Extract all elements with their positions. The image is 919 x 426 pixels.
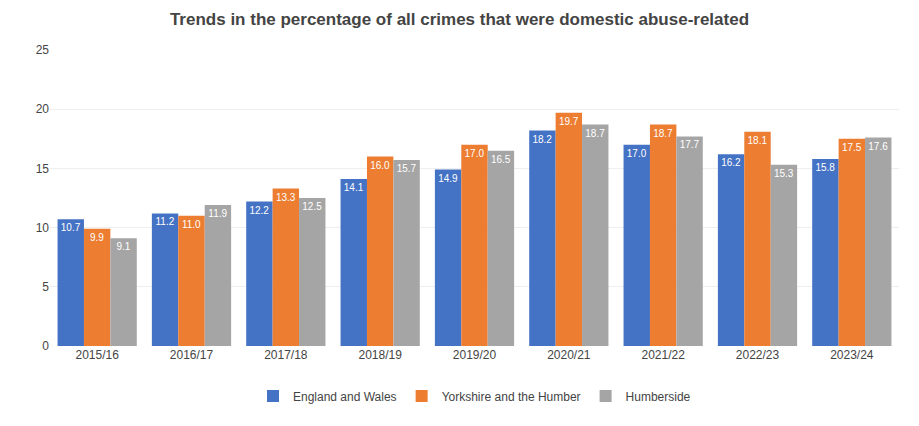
svg-text:2021/22: 2021/22	[641, 348, 685, 362]
svg-text:11.9: 11.9	[208, 208, 227, 219]
svg-text:Yorkshire and the Humber: Yorkshire and the Humber	[442, 390, 581, 404]
svg-text:15.7: 15.7	[397, 163, 417, 174]
svg-text:18.1: 18.1	[748, 135, 768, 146]
svg-text:2015/16: 2015/16	[75, 348, 119, 362]
svg-text:14.1: 14.1	[344, 182, 364, 193]
svg-text:11.2: 11.2	[156, 216, 175, 227]
svg-text:19.7: 19.7	[559, 116, 579, 127]
svg-text:12.2: 12.2	[249, 205, 269, 216]
svg-text:20: 20	[36, 102, 50, 116]
svg-text:2019/20: 2019/20	[453, 348, 497, 362]
svg-text:16.2: 16.2	[721, 157, 741, 168]
svg-text:12.5: 12.5	[302, 201, 322, 212]
svg-text:18.7: 18.7	[585, 128, 605, 139]
svg-text:9.1: 9.1	[116, 241, 130, 252]
svg-text:16.5: 16.5	[491, 154, 511, 165]
svg-text:18.7: 18.7	[653, 128, 673, 139]
svg-text:13.3: 13.3	[276, 192, 296, 203]
svg-text:18.2: 18.2	[532, 134, 552, 145]
svg-text:17.6: 17.6	[868, 141, 888, 152]
svg-text:11.0: 11.0	[182, 219, 201, 230]
svg-text:10: 10	[36, 221, 50, 235]
svg-text:17.7: 17.7	[680, 139, 700, 150]
svg-text:2022/23: 2022/23	[736, 348, 780, 362]
svg-text:2017/18: 2017/18	[264, 348, 308, 362]
svg-text:10.7: 10.7	[61, 222, 81, 233]
svg-text:Trends in the percentage of al: Trends in the percentage of all crimes t…	[170, 10, 749, 29]
svg-text:England and Wales: England and Wales	[293, 390, 397, 404]
svg-text:14.9: 14.9	[438, 173, 458, 184]
svg-text:17.5: 17.5	[842, 142, 862, 153]
svg-text:5: 5	[42, 280, 49, 294]
svg-text:Humberside: Humberside	[626, 390, 691, 404]
svg-text:15.3: 15.3	[774, 168, 794, 179]
svg-text:15.8: 15.8	[815, 162, 835, 173]
svg-text:16.0: 16.0	[370, 160, 390, 171]
svg-text:25: 25	[36, 43, 50, 57]
svg-text:2020/21: 2020/21	[547, 348, 591, 362]
svg-text:17.0: 17.0	[627, 148, 647, 159]
svg-text:15: 15	[36, 162, 50, 176]
svg-text:17.0: 17.0	[465, 148, 485, 159]
svg-text:2018/19: 2018/19	[358, 348, 402, 362]
svg-text:2016/17: 2016/17	[170, 348, 214, 362]
svg-text:2023/24: 2023/24	[830, 348, 874, 362]
svg-text:9.9: 9.9	[90, 232, 104, 243]
svg-text:0: 0	[42, 339, 49, 353]
